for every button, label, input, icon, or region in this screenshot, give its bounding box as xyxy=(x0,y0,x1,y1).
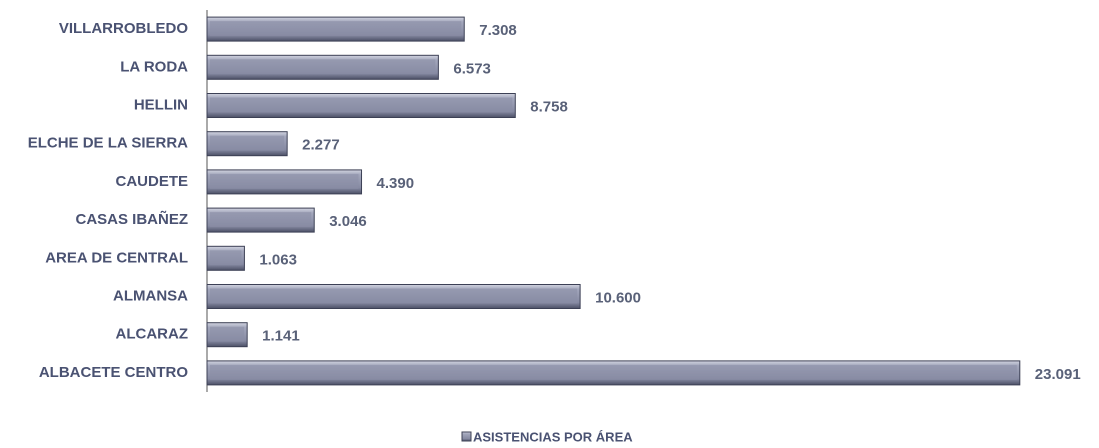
category-label: ELCHE DE LA SIERRA xyxy=(28,135,188,152)
value-label: 1.063 xyxy=(259,251,297,268)
value-label: 7.308 xyxy=(479,22,517,39)
value-label: 10.600 xyxy=(595,289,641,306)
bar-face xyxy=(210,97,513,113)
value-label: 2.277 xyxy=(302,137,340,154)
value-label: 23.091 xyxy=(1035,366,1081,383)
bar-face xyxy=(210,135,285,151)
category-label: HELLIN xyxy=(134,96,188,113)
value-label: 3.046 xyxy=(329,213,367,230)
category-label: CAUDETE xyxy=(115,173,188,190)
bar-face xyxy=(210,21,462,37)
legend-label: ASISTENCIAS POR ÁREA xyxy=(473,429,633,444)
bar-face xyxy=(210,364,1017,380)
category-label: LA RODA xyxy=(120,58,188,75)
category-label: AREA DE CENTRAL xyxy=(45,249,188,266)
category-label: ALBACETE CENTRO xyxy=(39,364,188,381)
category-label: VILLARROBLEDO xyxy=(59,20,188,37)
value-label: 1.141 xyxy=(262,328,300,345)
bar-face xyxy=(210,250,242,266)
legend-swatch xyxy=(461,431,472,442)
category-label: ALMANSA xyxy=(113,287,188,304)
value-label: 8.758 xyxy=(530,98,568,115)
bar-face xyxy=(210,212,312,228)
value-label: 6.573 xyxy=(453,60,491,77)
bar-face xyxy=(210,59,436,75)
bar-face xyxy=(210,326,245,342)
value-label: 4.390 xyxy=(377,175,415,192)
category-label: ALCARAZ xyxy=(116,326,189,343)
bar-face xyxy=(210,173,359,189)
bar-face xyxy=(210,288,578,304)
category-label: CASAS IBAÑEZ xyxy=(75,210,188,228)
